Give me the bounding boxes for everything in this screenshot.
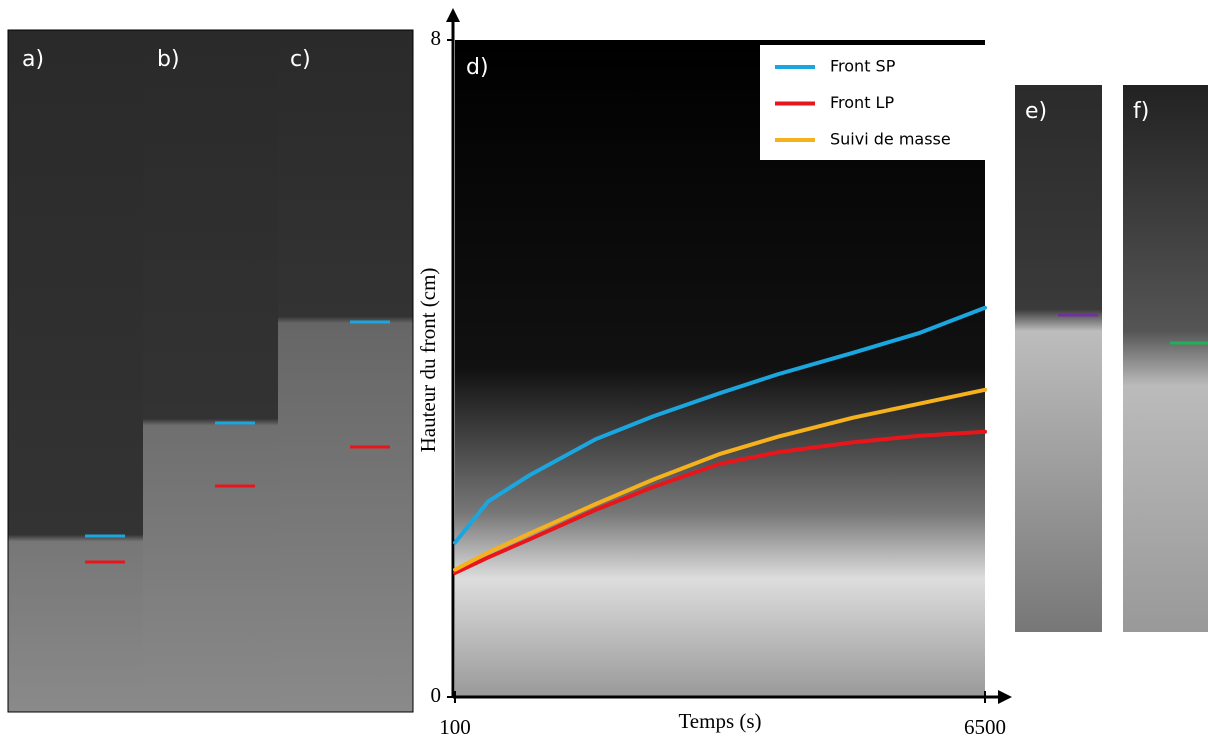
legend-label: Front SP — [830, 57, 896, 76]
y-tick-label: 8 — [431, 26, 442, 50]
y-tick-label: 0 — [431, 683, 442, 707]
photo-frame — [7, 29, 414, 713]
panel-label: c) — [290, 47, 311, 72]
x-axis-label: Temps (s) — [678, 709, 761, 733]
panel-label: d) — [466, 55, 489, 80]
arrow — [446, 8, 460, 22]
arrow — [998, 690, 1012, 704]
x-tick-label: 100 — [439, 715, 471, 739]
series-line — [453, 305, 987, 545]
series-line — [453, 429, 987, 575]
y-axis-label: Hauteur du front (cm) — [416, 268, 440, 453]
photo-f — [1123, 85, 1208, 632]
series-line — [453, 387, 987, 572]
photo-e — [1015, 85, 1102, 632]
legend-label: Front LP — [830, 93, 894, 112]
photo-b — [143, 30, 278, 712]
legend-label: Suivi de masse — [830, 130, 951, 149]
x-tick-label: 6500 — [964, 715, 1006, 739]
panel-label: e) — [1025, 99, 1047, 124]
panel-label: b) — [157, 47, 180, 72]
panel-label: a) — [22, 47, 44, 72]
photo-a — [8, 30, 143, 712]
photo-c — [278, 30, 413, 712]
panel-label: f) — [1133, 99, 1149, 124]
photos: a) b) c) e) f) — [7, 29, 1208, 713]
